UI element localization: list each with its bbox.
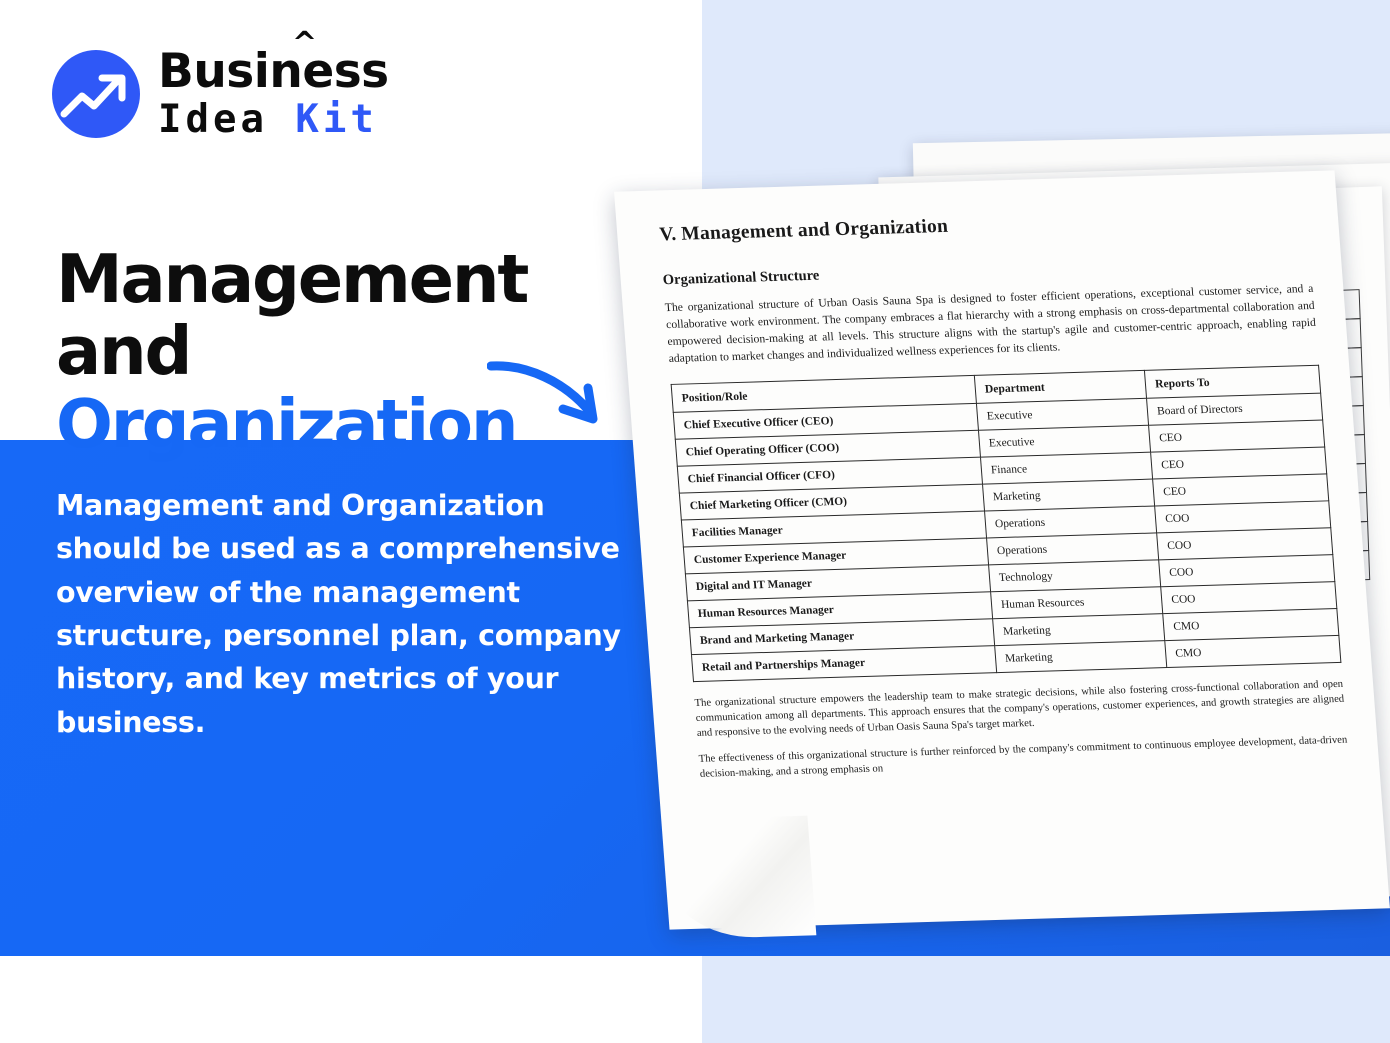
logo-text-business: Business: [158, 44, 389, 99]
logo-text-idea: Idea: [158, 97, 268, 142]
cell-reports-to: CMO: [1164, 635, 1341, 668]
document-title: V. Management and Organization: [658, 215, 949, 246]
page-title-line-1: Management and: [56, 240, 529, 391]
background-quadrant-bottom-right: [702, 956, 1390, 1043]
document-content: V. Management and Organization Organizat…: [614, 170, 1390, 929]
curved-arrow-down-right-icon: [486, 352, 617, 442]
cell-department: Marketing: [994, 640, 1167, 673]
logo-line-business: Business ^: [158, 29, 389, 96]
logo-circumflex-accent: ^: [292, 26, 317, 61]
brand-logo[interactable]: Business ^ Idea Kit: [52, 29, 389, 139]
logo-line-idea-kit: Idea Kit: [158, 100, 389, 139]
document-page-main[interactable]: V. Management and Organization Organizat…: [614, 170, 1390, 940]
document-closing-paragraph-1: The organizational structure empowers th…: [694, 678, 1345, 740]
org-structure-table: Position/Role Department Reports To Chie…: [671, 364, 1342, 682]
page-title-line-2: Organization: [56, 384, 519, 463]
document-intro-paragraph: The organizational structure of Urban Oa…: [664, 281, 1317, 365]
background-quadrant-bottom-left: [0, 956, 702, 1043]
document-closing-paragraph-2: The effectiveness of this organizational…: [698, 734, 1348, 780]
panel-description: Management and Organization should be us…: [56, 489, 621, 739]
logo-text-kit: Kit: [295, 97, 378, 142]
upward-trend-arrow-icon: [52, 49, 140, 138]
document-stack: ns, a flat on- ch, lients. a flat: [600, 110, 1390, 940]
page-title: Management and Organization: [56, 243, 676, 460]
